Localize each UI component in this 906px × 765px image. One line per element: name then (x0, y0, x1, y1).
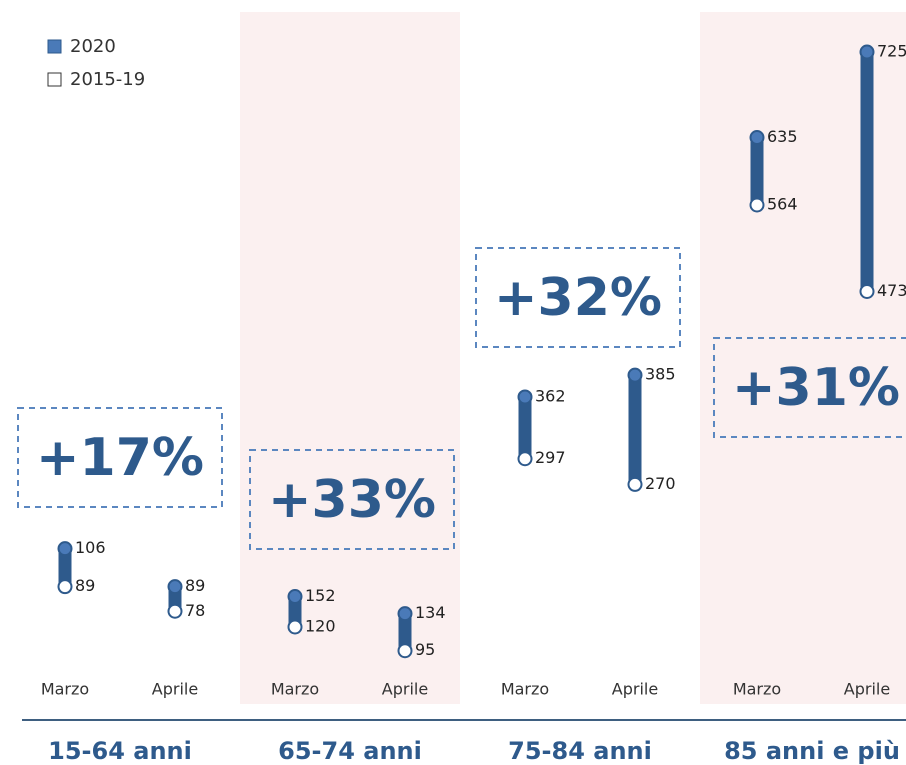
legend-label: 2020 (70, 36, 116, 57)
value-label: 106 (75, 538, 106, 557)
legend-label: 2015-19 (70, 69, 145, 90)
x-tick-label: Marzo (41, 680, 89, 699)
point-2020 (627, 367, 643, 383)
group-label: 15-64 anni (48, 737, 192, 765)
value-label: 297 (535, 448, 566, 467)
legend-swatch (47, 39, 62, 54)
legend-swatch (47, 72, 62, 87)
x-tick-label: Marzo (501, 680, 549, 699)
value-label: 564 (767, 195, 798, 214)
value-label: 78 (185, 601, 205, 620)
x-tick-label: Aprile (152, 680, 198, 699)
point-2015-19 (517, 451, 533, 467)
point-2020 (57, 541, 73, 557)
point-2015-19 (287, 619, 303, 635)
x-tick-label: Marzo (733, 680, 781, 699)
change-label: +32% (494, 268, 662, 328)
point-2015-19 (397, 643, 413, 659)
point-2020 (287, 589, 303, 605)
value-label: 120 (305, 616, 336, 635)
point-2020 (167, 579, 183, 595)
value-label: 385 (645, 365, 676, 384)
point-2015-19 (749, 197, 765, 213)
change-box (475, 247, 681, 348)
value-label: 270 (645, 474, 676, 493)
value-label: 89 (185, 576, 205, 595)
change-label: +17% (36, 428, 204, 488)
value-label: 362 (535, 386, 566, 405)
value-label: 473 (877, 281, 906, 300)
value-label: 134 (415, 603, 446, 622)
point-2020 (859, 44, 875, 60)
x-tick-label: Marzo (271, 680, 319, 699)
group-label: 75-84 anni (508, 737, 652, 765)
group-label: 65-74 anni (278, 737, 422, 765)
value-label: 725 (877, 42, 906, 61)
point-2015-19 (859, 283, 875, 299)
value-label: 95 (415, 640, 435, 659)
change-label: +33% (268, 470, 436, 530)
point-2020 (517, 389, 533, 405)
value-label: 89 (75, 576, 95, 595)
panel-background (240, 12, 460, 704)
point-2020 (397, 606, 413, 622)
point-2020 (749, 130, 765, 146)
point-2015-19 (167, 603, 183, 619)
change-box (713, 337, 906, 438)
x-tick-label: Aprile (382, 680, 428, 699)
point-2015-19 (627, 476, 643, 492)
group-label: 85 anni e più (724, 737, 900, 765)
change-box (17, 407, 223, 508)
point-2015-19 (57, 579, 73, 595)
change-label: +31% (732, 358, 900, 418)
value-label: 152 (305, 586, 336, 605)
x-tick-label: Aprile (612, 680, 658, 699)
x-tick-label: Aprile (844, 680, 890, 699)
change-box (249, 449, 455, 550)
value-label: 635 (767, 127, 798, 146)
